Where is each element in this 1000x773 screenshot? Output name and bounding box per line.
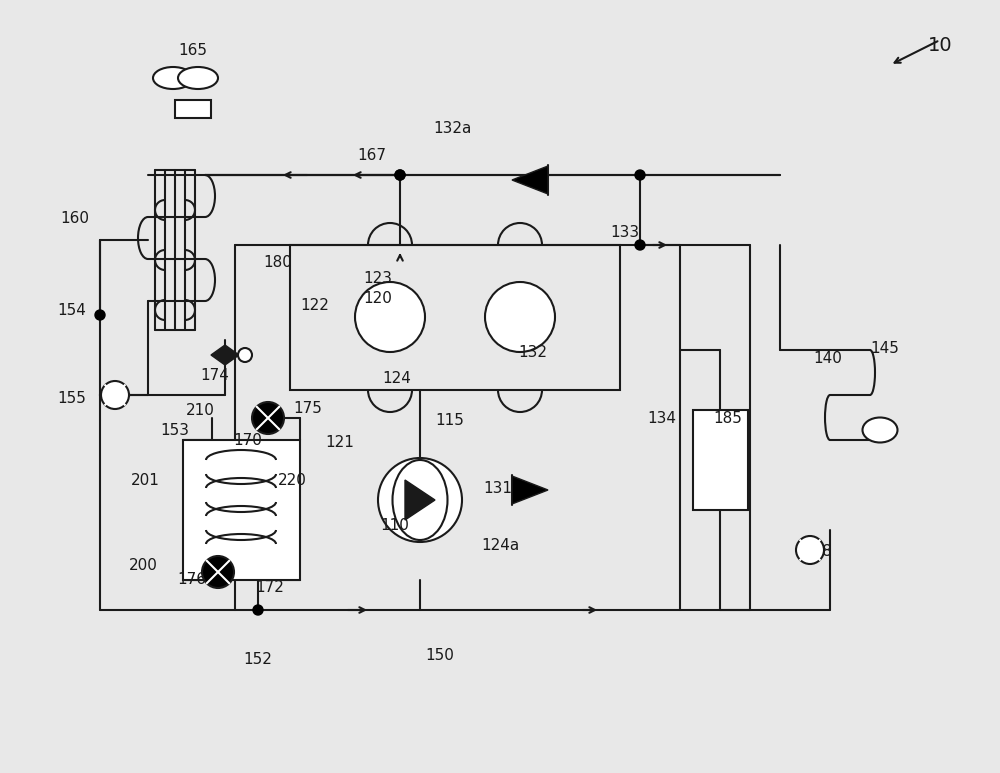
Text: 140: 140	[814, 350, 842, 366]
Text: 133: 133	[610, 224, 640, 240]
Text: 170: 170	[234, 433, 262, 448]
Text: 220: 220	[278, 472, 306, 488]
Text: 120: 120	[364, 291, 392, 305]
Ellipse shape	[153, 67, 193, 89]
Bar	[183, 440, 300, 580]
Circle shape	[101, 381, 129, 409]
Circle shape	[378, 458, 462, 542]
Bar	[290, 245, 620, 390]
Text: 132a: 132a	[433, 121, 471, 135]
Circle shape	[395, 170, 405, 180]
Text: 121: 121	[326, 434, 354, 450]
Text: 180: 180	[264, 254, 292, 270]
Polygon shape	[405, 480, 435, 520]
Polygon shape	[211, 345, 239, 355]
Circle shape	[252, 402, 284, 434]
Circle shape	[238, 348, 252, 362]
Text: 210: 210	[186, 403, 214, 417]
Ellipse shape	[393, 460, 448, 540]
Text: 185: 185	[714, 410, 742, 425]
Text: 153: 153	[161, 423, 190, 438]
Text: 155: 155	[58, 390, 86, 406]
Polygon shape	[512, 476, 548, 504]
Circle shape	[635, 240, 645, 250]
Text: 200: 200	[129, 557, 157, 573]
Text: 124a: 124a	[481, 537, 519, 553]
Text: 124: 124	[383, 370, 411, 386]
Text: 152: 152	[244, 652, 272, 668]
Ellipse shape	[862, 417, 898, 442]
Circle shape	[202, 556, 234, 588]
Text: 132: 132	[518, 345, 548, 359]
Text: 176: 176	[178, 573, 207, 587]
Circle shape	[796, 536, 824, 564]
Circle shape	[253, 605, 263, 615]
Text: 122: 122	[301, 298, 329, 312]
Text: 172: 172	[256, 581, 284, 595]
Circle shape	[395, 170, 405, 180]
Text: 154: 154	[58, 302, 86, 318]
Polygon shape	[211, 355, 239, 365]
Text: 148: 148	[804, 544, 832, 560]
Circle shape	[485, 282, 555, 352]
Text: 175: 175	[294, 400, 322, 416]
Text: 174: 174	[201, 367, 229, 383]
Text: 131: 131	[484, 481, 512, 495]
Text: 165: 165	[179, 43, 208, 57]
Bar	[693, 410, 748, 510]
Text: 150: 150	[426, 648, 454, 662]
Text: 134: 134	[648, 410, 676, 425]
Circle shape	[355, 282, 425, 352]
Text: 115: 115	[436, 413, 464, 427]
Ellipse shape	[178, 67, 218, 89]
Circle shape	[635, 170, 645, 180]
Polygon shape	[512, 166, 548, 194]
Text: 110: 110	[381, 517, 409, 533]
Bar	[175, 100, 211, 118]
Text: 201: 201	[131, 472, 159, 488]
Text: 160: 160	[61, 210, 90, 226]
Text: 10: 10	[928, 36, 952, 55]
Circle shape	[95, 310, 105, 320]
Text: 167: 167	[358, 148, 387, 162]
Text: 145: 145	[871, 340, 899, 356]
Text: 123: 123	[364, 271, 393, 285]
